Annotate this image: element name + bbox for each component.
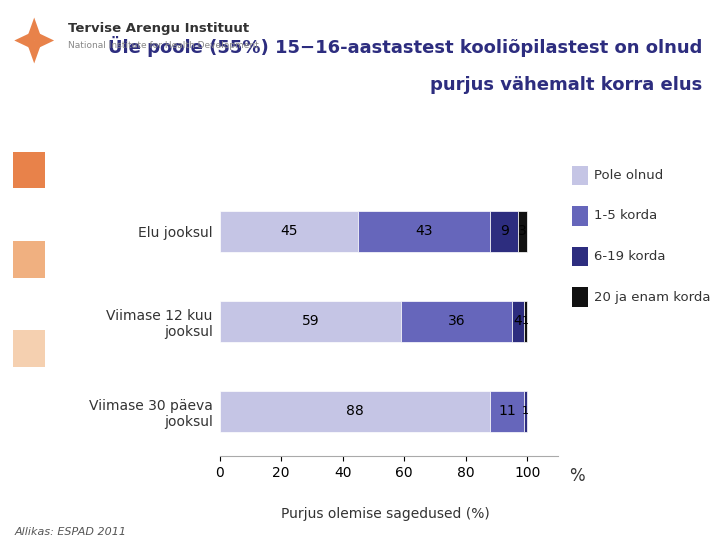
Bar <box>524 301 527 342</box>
Bar <box>512 301 524 342</box>
Text: Purjus olemise sagedused (%): Purjus olemise sagedused (%) <box>281 508 490 522</box>
Text: 4: 4 <box>513 314 523 328</box>
Text: National Institute for Health Development: National Institute for Health Developmen… <box>68 40 259 50</box>
Text: 45: 45 <box>280 224 297 238</box>
Text: Allikas: ESPAD 2011: Allikas: ESPAD 2011 <box>14 526 127 537</box>
Text: Tervise Arengu Instituut: Tervise Arengu Instituut <box>68 22 250 35</box>
Bar <box>524 391 527 431</box>
Text: 88: 88 <box>346 404 364 418</box>
Text: Pole olnud: Pole olnud <box>594 169 663 182</box>
Text: 1: 1 <box>522 316 529 326</box>
Polygon shape <box>26 40 42 63</box>
Polygon shape <box>14 31 35 50</box>
Bar <box>401 301 512 342</box>
Text: %: % <box>569 467 585 484</box>
Text: 43: 43 <box>415 224 433 238</box>
Text: 1: 1 <box>522 406 529 416</box>
Bar <box>220 301 401 342</box>
Bar <box>220 211 358 252</box>
Text: 9: 9 <box>500 224 508 238</box>
Bar <box>518 211 527 252</box>
Bar <box>220 391 490 431</box>
Text: 59: 59 <box>302 314 319 328</box>
Text: 6-19 korda: 6-19 korda <box>594 250 665 263</box>
Text: 20 ja enam korda: 20 ja enam korda <box>594 291 711 303</box>
Text: purjus vähemalt korra elus: purjus vähemalt korra elus <box>430 77 702 94</box>
Polygon shape <box>35 31 54 50</box>
Text: 3: 3 <box>518 224 527 238</box>
Bar <box>490 391 524 431</box>
Text: 11: 11 <box>498 404 516 418</box>
Text: 36: 36 <box>448 314 465 328</box>
Text: 1-5 korda: 1-5 korda <box>594 210 657 222</box>
Polygon shape <box>26 17 42 40</box>
Bar <box>358 211 490 252</box>
Text: Üle poole (55%) 15−16-aastastest kooliõpilastest on olnud: Üle poole (55%) 15−16-aastastest kooliõp… <box>107 36 702 57</box>
Bar <box>490 211 518 252</box>
